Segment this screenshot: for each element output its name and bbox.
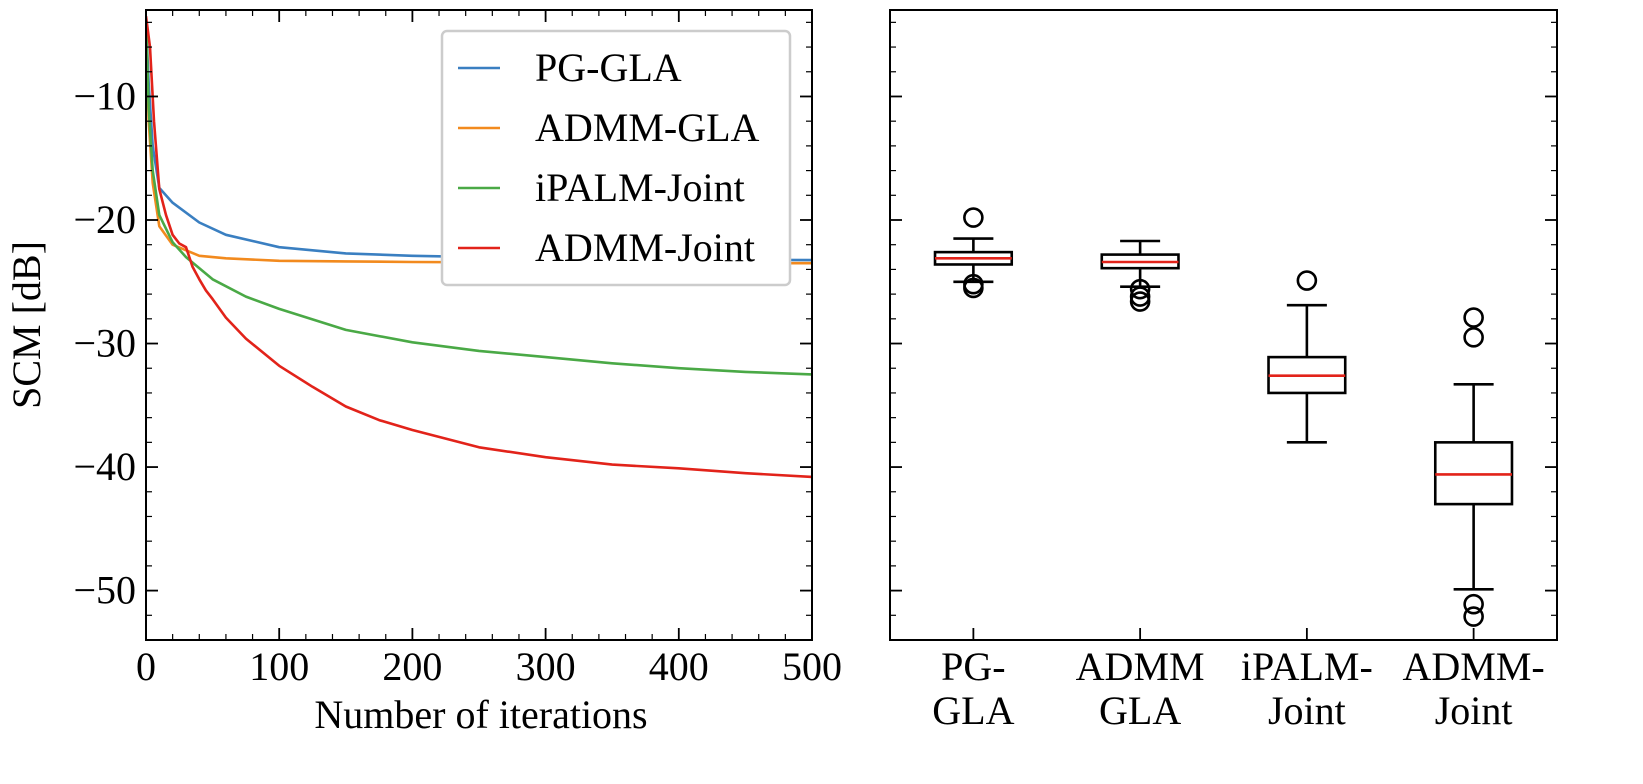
y-tick-label: −50 <box>73 568 136 613</box>
series-line-3 <box>146 22 812 376</box>
category-label: GLA <box>1099 688 1181 733</box>
outlier-point <box>1463 307 1484 328</box>
series-line-4 <box>146 16 812 479</box>
outlier-point <box>1296 270 1318 291</box>
category-label: ADMM <box>1076 644 1205 689</box>
category-label: Joint <box>1435 688 1513 733</box>
box-3 <box>1267 270 1347 444</box>
box-1 <box>933 207 1014 299</box>
y-tick-label: −30 <box>73 321 136 366</box>
legend: PG-GLA ADMM-GLA iPALM-Joint ADMM-Joint <box>440 29 792 287</box>
y-axis-title: SCM [dB] <box>4 241 49 409</box>
legend-frame <box>440 29 792 287</box>
legend-label-3: iPALM-Joint <box>535 165 745 210</box>
plot-frame <box>889 9 1558 641</box>
outlier-point <box>963 207 984 228</box>
x-tick-label: 400 <box>649 644 709 689</box>
y-tick-label: −40 <box>73 444 136 489</box>
convergence-line-chart: 0 100 200 300 400 500 −10 −20 −30 −40 −50 Number of… <box>4 9 842 737</box>
x-tick-label: 500 <box>782 644 842 689</box>
y-tick-label: −10 <box>73 73 136 118</box>
outlier-point <box>1463 327 1484 348</box>
box-2 <box>1100 239 1180 312</box>
x-tick-label: 100 <box>249 644 309 689</box>
x-axis-title: Number of iterations <box>314 692 647 737</box>
category-label: GLA <box>932 688 1014 733</box>
outlier-point <box>1129 278 1151 300</box>
outlier-point <box>1129 291 1151 312</box>
outlier-point <box>1463 606 1484 627</box>
x-tick-label: 0 <box>136 644 156 689</box>
x-tick-label: 300 <box>516 644 576 689</box>
category-label: iPALM- <box>1241 644 1373 689</box>
legend-label-4: ADMM-Joint <box>535 225 755 270</box>
box-4 <box>1433 307 1514 627</box>
outlier-point <box>963 277 984 299</box>
legend-label-1: PG-GLA <box>535 45 682 90</box>
plot-frame <box>145 9 813 641</box>
category-label: ADMM- <box>1403 644 1545 689</box>
x-tick-label: 200 <box>382 644 442 689</box>
category-label: PG- <box>941 644 1005 689</box>
outlier-point <box>1463 593 1484 615</box>
legend-label-2: ADMM-GLA <box>535 105 760 150</box>
category-label: Joint <box>1268 688 1346 733</box>
y-tick-label: −20 <box>73 197 136 242</box>
